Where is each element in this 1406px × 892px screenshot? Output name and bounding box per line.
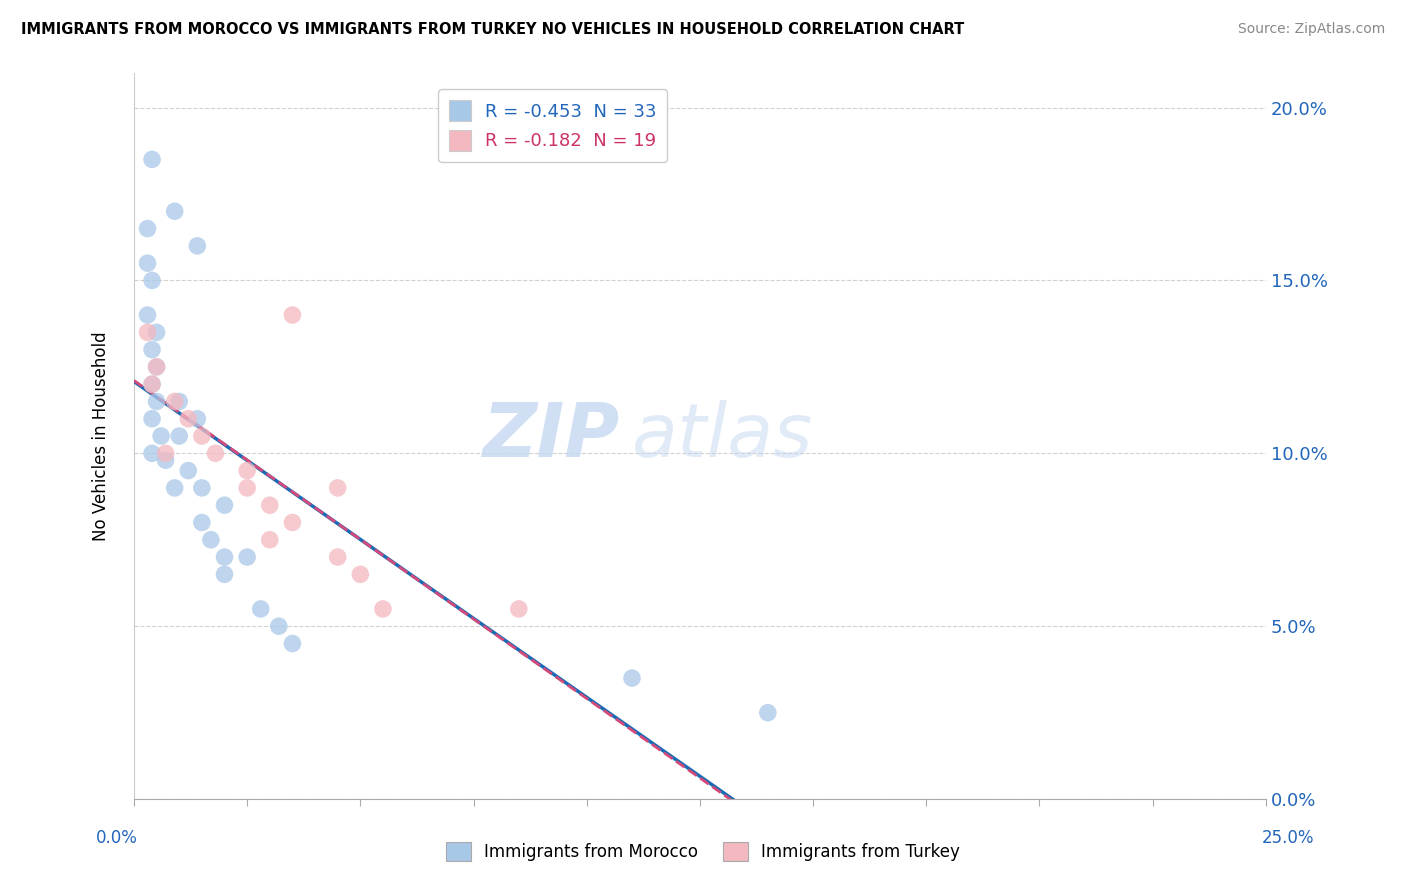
Point [191,429,214,443]
Point [136,326,159,340]
Point [167,429,190,443]
Point [214,567,236,582]
Point [141,377,163,392]
Point [326,481,349,495]
Point [200,533,222,547]
Point [163,204,186,219]
Point [145,394,167,409]
Text: atlas: atlas [631,400,813,472]
Point [145,326,167,340]
Text: Source: ZipAtlas.com: Source: ZipAtlas.com [1237,22,1385,37]
Point [349,567,371,582]
Point [177,411,200,425]
Point [141,343,163,357]
Legend: R = -0.453  N = 33, R = -0.182  N = 19: R = -0.453 N = 33, R = -0.182 N = 19 [439,89,668,161]
Text: 25.0%: 25.0% [1263,829,1315,847]
Point [150,429,173,443]
Point [155,453,177,467]
Point [281,308,304,322]
Point [756,706,779,720]
Point [141,153,163,167]
Text: 0.0%: 0.0% [96,829,138,847]
Point [136,221,159,235]
Point [136,308,159,322]
Point [191,516,214,530]
Point [249,602,271,616]
Point [141,411,163,425]
Point [136,256,159,270]
Point [281,516,304,530]
Point [191,481,214,495]
Point [267,619,290,633]
Point [214,550,236,565]
Point [177,464,200,478]
Point [163,394,186,409]
Point [141,273,163,287]
Point [214,498,236,512]
Point [186,239,208,253]
Point [371,602,394,616]
Point [236,464,259,478]
Point [326,550,349,565]
Point [204,446,226,460]
Point [167,394,190,409]
Point [259,533,281,547]
Point [155,446,177,460]
Point [186,411,208,425]
Point [236,481,259,495]
Point [141,377,163,392]
Point [259,498,281,512]
Point [163,481,186,495]
Point [145,359,167,374]
Point [620,671,643,685]
Point [236,550,259,565]
Point [508,602,530,616]
Text: IMMIGRANTS FROM MOROCCO VS IMMIGRANTS FROM TURKEY NO VEHICLES IN HOUSEHOLD CORRE: IMMIGRANTS FROM MOROCCO VS IMMIGRANTS FR… [21,22,965,37]
Point [141,446,163,460]
Point [145,359,167,374]
Y-axis label: No Vehicles in Household: No Vehicles in Household [93,331,110,541]
Text: ZIP: ZIP [484,400,620,473]
Legend: Immigrants from Morocco, Immigrants from Turkey: Immigrants from Morocco, Immigrants from… [439,835,967,868]
Point [281,636,304,650]
